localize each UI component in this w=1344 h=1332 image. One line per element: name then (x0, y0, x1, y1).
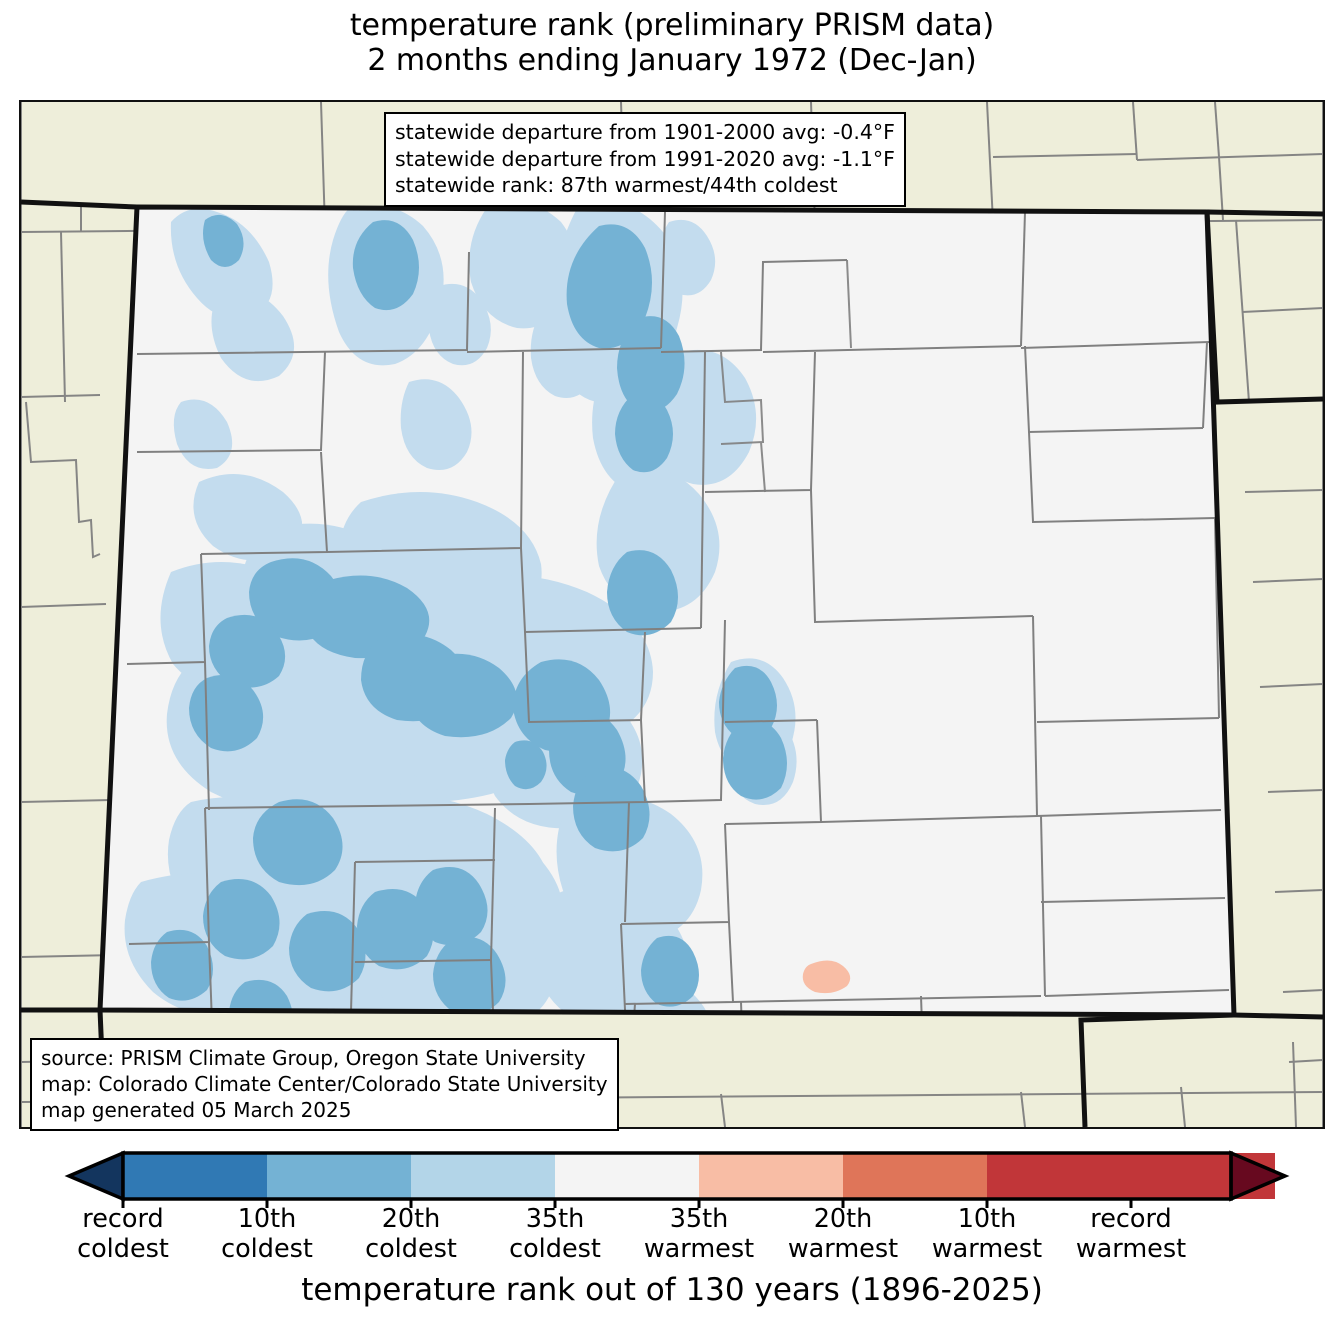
colorbar-label-10th-coldest: 10th coldest (221, 1204, 313, 1264)
stats-line-3: statewide rank: 87th warmest/44th coldes… (395, 173, 838, 198)
rank-band-35th-warmest (802, 960, 851, 994)
source-credits-box: source: PRISM Climate Group, Oregon Stat… (30, 1038, 619, 1131)
colorbar-bin-4 (555, 1153, 699, 1199)
colorbar-tick-labels: record coldest 10th coldest 20th coldest… (0, 1204, 1344, 1267)
colorbar-bin-2 (267, 1153, 411, 1199)
title-line-1: temperature rank (preliminary PRISM data… (349, 8, 995, 43)
colorbar-label-20th-warmest: 20th warmest (787, 1204, 899, 1264)
colorbar-svg (64, 1150, 1290, 1208)
colorbar-extend-low (64, 1150, 125, 1202)
source-line-1: source: PRISM Climate Group, Oregon Stat… (41, 1046, 586, 1070)
colorado-county-lines (124, 211, 1230, 1015)
colorbar-ticks (121, 1199, 1133, 1208)
source-line-2: map: Colorado Climate Center/Colorado St… (41, 1072, 608, 1096)
colorbar-bin-5 (699, 1153, 843, 1199)
colorbar-bin-7 (987, 1153, 1131, 1199)
colorado-temperature-rank-map (21, 102, 1323, 1127)
page-title: temperature rank (preliminary PRISM data… (0, 8, 1344, 79)
stats-line-1: statewide departure from 1901-2000 avg: … (395, 120, 895, 144)
colorado-county-lines-detail (720, 259, 852, 493)
colorbar-label-10th-warmest: 10th warmest (931, 1204, 1043, 1264)
stats-line-2: statewide departure from 1991-2020 avg: … (395, 146, 895, 171)
source-line-3: map generated 05 March 2025 (41, 1098, 352, 1122)
colorbar-bin-6 (843, 1153, 987, 1199)
colorbar-bin-3 (411, 1153, 555, 1199)
map-frame (19, 100, 1325, 1129)
colorbar-label-35th-warmest: 35th warmest (643, 1204, 755, 1264)
statewide-stats-box: statewide departure from 1901-2000 avg: … (384, 112, 906, 207)
colorbar-caption: temperature rank out of 130 years (1896-… (301, 1272, 1043, 1308)
colorbar-outline (121, 1151, 1233, 1201)
title-line-2: 2 months ending January 1972 (Dec-Jan) (367, 43, 977, 79)
colorbar-label-record-warmest: record warmest (1075, 1204, 1187, 1264)
colorbar-bin-1 (123, 1153, 267, 1199)
colorbar-bins (64, 1150, 1290, 1202)
colorbar-label-20th-coldest: 20th coldest (365, 1204, 457, 1264)
colorbar (0, 1148, 1344, 1208)
colorbar-label-record-coldest: record coldest (77, 1204, 169, 1264)
colorbar-label-35th-coldest: 35th coldest (509, 1204, 601, 1264)
rank-band-20th-coldest (151, 214, 787, 1015)
colorado-interior (100, 207, 1234, 1015)
